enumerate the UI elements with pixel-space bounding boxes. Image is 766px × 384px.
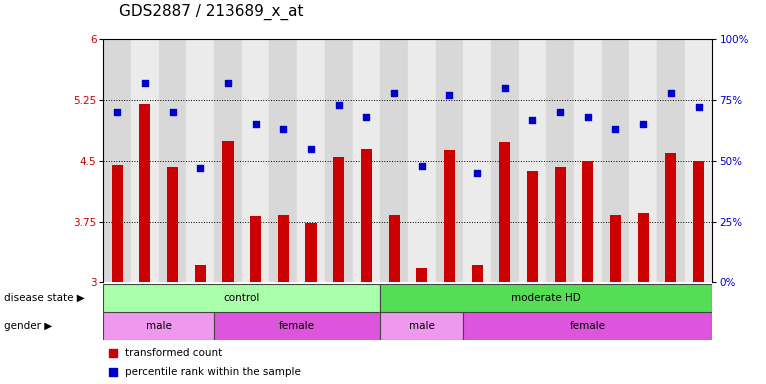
Bar <box>139 104 150 282</box>
Bar <box>131 39 159 282</box>
Point <box>471 170 483 176</box>
Point <box>106 350 119 356</box>
Bar <box>333 157 344 282</box>
Bar <box>463 39 491 282</box>
Point <box>416 162 428 169</box>
Point <box>444 92 456 98</box>
Bar <box>103 39 131 282</box>
Point <box>277 126 290 132</box>
Point <box>388 90 400 96</box>
Point <box>139 80 151 86</box>
Point <box>665 90 677 96</box>
Bar <box>527 170 538 282</box>
Bar <box>610 215 621 282</box>
Point <box>106 369 119 375</box>
Text: percentile rank within the sample: percentile rank within the sample <box>125 367 300 377</box>
Bar <box>242 39 270 282</box>
Text: GDS2887 / 213689_x_at: GDS2887 / 213689_x_at <box>119 4 303 20</box>
Point <box>581 114 594 120</box>
Bar <box>380 284 712 312</box>
Bar <box>297 39 325 282</box>
Point <box>360 114 372 120</box>
Bar <box>444 150 455 282</box>
Bar <box>306 223 316 282</box>
Point <box>499 85 511 91</box>
Bar <box>555 167 565 282</box>
Bar <box>380 39 408 282</box>
Bar <box>693 161 704 282</box>
Bar <box>666 153 676 282</box>
Bar <box>214 39 242 282</box>
Bar <box>159 39 186 282</box>
Point <box>305 146 317 152</box>
Text: moderate HD: moderate HD <box>512 293 581 303</box>
Point <box>526 116 538 122</box>
Bar <box>499 142 510 282</box>
Bar <box>388 215 400 282</box>
Bar <box>546 39 574 282</box>
Bar <box>472 265 483 282</box>
Bar <box>637 214 649 282</box>
Point <box>332 102 345 108</box>
Bar <box>491 39 519 282</box>
Text: disease state ▶: disease state ▶ <box>4 293 84 303</box>
Bar <box>278 215 289 282</box>
Text: gender ▶: gender ▶ <box>4 321 52 331</box>
Bar <box>352 39 380 282</box>
Bar <box>436 39 463 282</box>
Point <box>111 109 123 115</box>
Bar <box>214 312 380 340</box>
Bar <box>416 268 427 282</box>
Bar <box>657 39 685 282</box>
Point <box>250 121 262 127</box>
Bar <box>325 39 352 282</box>
Text: female: female <box>570 321 606 331</box>
Text: control: control <box>224 293 260 303</box>
Bar <box>103 312 214 340</box>
Bar <box>519 39 546 282</box>
Bar <box>195 265 206 282</box>
Bar <box>112 165 123 282</box>
Bar <box>408 39 436 282</box>
Text: male: male <box>409 321 434 331</box>
Point <box>222 80 234 86</box>
Point <box>194 165 206 171</box>
Point <box>610 126 622 132</box>
Bar <box>463 312 712 340</box>
Bar <box>361 149 372 282</box>
Bar <box>582 161 594 282</box>
Text: male: male <box>146 321 172 331</box>
Bar <box>167 167 178 282</box>
Bar <box>250 216 261 282</box>
Text: transformed count: transformed count <box>125 348 222 358</box>
Point <box>554 109 566 115</box>
Text: female: female <box>279 321 315 331</box>
Point <box>166 109 178 115</box>
Bar <box>685 39 712 282</box>
Bar <box>380 312 463 340</box>
Bar <box>103 284 380 312</box>
Bar <box>186 39 214 282</box>
Bar <box>574 39 601 282</box>
Bar <box>601 39 630 282</box>
Point <box>692 104 705 111</box>
Bar <box>270 39 297 282</box>
Bar <box>630 39 657 282</box>
Bar <box>222 141 234 282</box>
Point <box>637 121 650 127</box>
